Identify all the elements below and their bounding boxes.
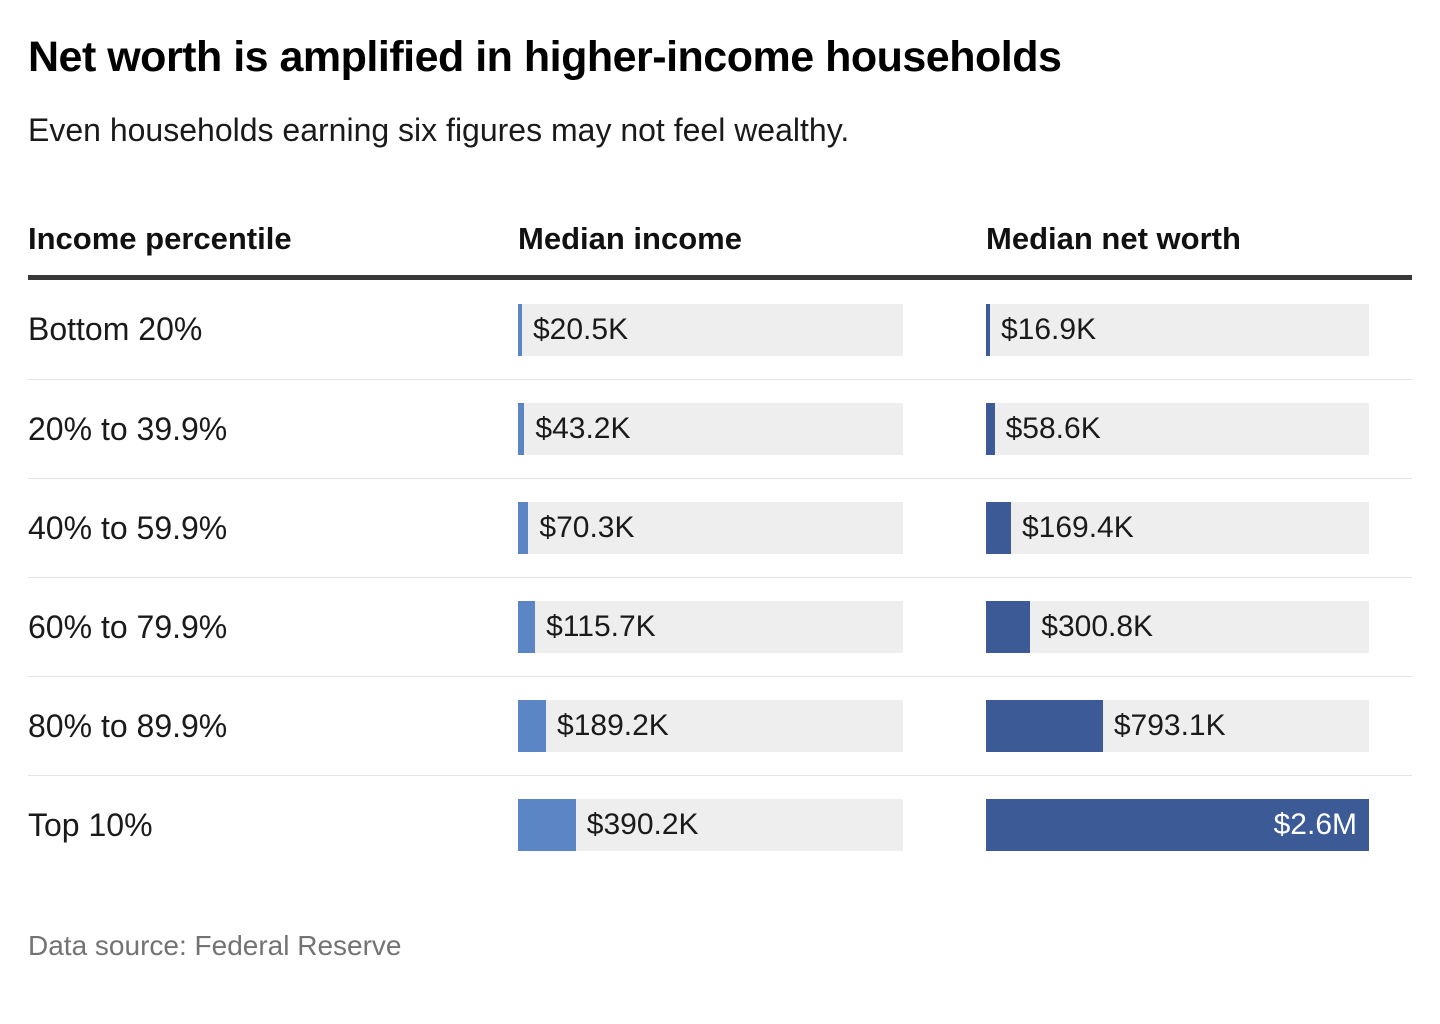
row-label: 40% to 59.9% xyxy=(28,509,228,546)
networth-bar xyxy=(986,403,995,456)
networth-bar-track: $2.6M xyxy=(986,799,1369,852)
table-row: Bottom 20% $20.5K $16.9K xyxy=(28,280,1412,379)
networth-bar xyxy=(986,799,1369,852)
networth-cell: $16.9K xyxy=(986,303,1412,356)
chart-page: Net worth is amplified in higher-income … xyxy=(28,33,1412,962)
row-label: 60% to 79.9% xyxy=(28,608,228,645)
income-bar-track: $43.2K xyxy=(518,403,903,456)
networth-bar-track: $169.4K xyxy=(986,502,1369,555)
networth-bar xyxy=(986,303,990,356)
networth-cell: $58.6K xyxy=(986,403,1412,456)
income-cell: $20.5K xyxy=(518,303,986,356)
networth-bar xyxy=(986,601,1031,654)
percentile-table: Income percentile Median income Median n… xyxy=(28,221,1412,874)
column-header-median-net-worth: Median net worth xyxy=(986,221,1241,257)
networth-cell: $2.6M xyxy=(986,799,1412,852)
income-value-label: $70.3K xyxy=(539,511,635,545)
income-value-label: $189.2K xyxy=(557,709,669,743)
networth-bar xyxy=(986,700,1103,753)
row-label: Bottom 20% xyxy=(28,311,203,348)
chart-subtitle: Even households earning six figures may … xyxy=(28,111,850,148)
income-bar xyxy=(518,601,536,654)
column-header-income-percentile: Income percentile xyxy=(28,221,292,257)
row-label: Top 10% xyxy=(28,806,153,843)
table-row: 80% to 89.9% $189.2K $793.1K xyxy=(28,676,1412,775)
income-cell: $189.2K xyxy=(518,700,986,753)
income-bar-track: $115.7K xyxy=(518,601,903,654)
income-bar xyxy=(518,700,547,753)
income-bar-track: $20.5K xyxy=(518,303,903,356)
income-cell: $390.2K xyxy=(518,799,986,852)
income-bar xyxy=(518,799,576,852)
data-source-note: Data source: Federal Reserve xyxy=(28,930,402,962)
chart-title: Net worth is amplified in higher-income … xyxy=(28,33,1062,81)
table-row: 20% to 39.9% $43.2K $58.6K xyxy=(28,379,1412,478)
income-bar-track: $390.2K xyxy=(518,799,903,852)
networth-cell: $793.1K xyxy=(986,700,1412,753)
networth-value-label: $58.6K xyxy=(1005,412,1101,446)
column-header-median-income: Median income xyxy=(518,221,742,257)
networth-value-label: $16.9K xyxy=(1001,312,1097,346)
income-bar xyxy=(518,502,529,555)
income-bar-track: $70.3K xyxy=(518,502,903,555)
income-cell: $70.3K xyxy=(518,502,986,555)
table-row: Top 10% $390.2K $2.6M xyxy=(28,775,1412,874)
table-row: 40% to 59.9% $70.3K $169.4K xyxy=(28,478,1412,577)
networth-bar-track: $793.1K xyxy=(986,700,1369,753)
table-row: 60% to 79.9% $115.7K $300.8K xyxy=(28,577,1412,676)
networth-value-label: $793.1K xyxy=(1113,709,1226,743)
income-bar xyxy=(518,303,522,356)
networth-bar-track: $58.6K xyxy=(986,403,1369,456)
networth-value-label: $2.6M xyxy=(1273,808,1357,842)
income-cell: $115.7K xyxy=(518,601,986,654)
networth-value-label: $169.4K xyxy=(1021,511,1134,545)
income-bar-track: $189.2K xyxy=(518,700,903,753)
income-value-label: $20.5K xyxy=(533,312,629,346)
income-value-label: $43.2K xyxy=(535,412,631,446)
income-bar xyxy=(518,403,525,456)
networth-cell: $169.4K xyxy=(986,502,1412,555)
income-value-label: $390.2K xyxy=(586,808,699,842)
networth-bar-track: $16.9K xyxy=(986,303,1369,356)
table-header-row: Income percentile Median income Median n… xyxy=(28,221,1412,281)
row-label: 20% to 39.9% xyxy=(28,410,228,447)
networth-bar xyxy=(986,502,1011,555)
networth-value-label: $300.8K xyxy=(1041,610,1154,644)
income-value-label: $115.7K xyxy=(546,610,656,644)
networth-cell: $300.8K xyxy=(986,601,1412,654)
networth-bar-track: $300.8K xyxy=(986,601,1369,654)
income-cell: $43.2K xyxy=(518,403,986,456)
row-label: 80% to 89.9% xyxy=(28,707,228,744)
